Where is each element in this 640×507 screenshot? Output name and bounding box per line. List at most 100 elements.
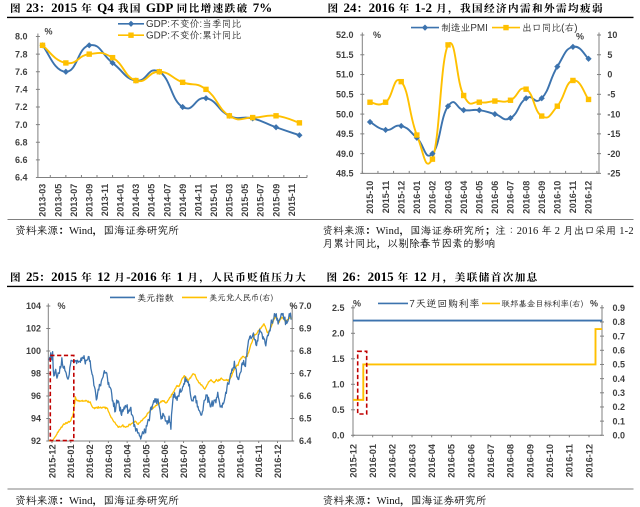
svg-text:GDP:不变价:累计同比: GDP:不变价:累计同比 (146, 29, 241, 41)
svg-text:2013-09: 2013-09 (84, 184, 94, 217)
svg-text:2016-05: 2016-05 (474, 181, 484, 214)
svg-text:2016-06: 2016-06 (466, 444, 476, 478)
svg-text:2.5: 2.5 (332, 303, 345, 313)
svg-text:-20: -20 (607, 149, 620, 159)
svg-text:7.2: 7.2 (15, 102, 28, 112)
svg-text:美元指数: 美元指数 (137, 292, 175, 304)
svg-text:2016-02: 2016-02 (85, 444, 95, 478)
svg-text:6.8: 6.8 (15, 137, 28, 147)
svg-text:2016-11: 2016-11 (254, 444, 264, 477)
svg-text:GDP:不变价:当季同比: GDP:不变价:当季同比 (146, 18, 241, 30)
svg-text:%: % (373, 30, 381, 40)
svg-text:6.4: 6.4 (15, 173, 28, 183)
svg-text:2016-03: 2016-03 (407, 444, 417, 478)
svg-text:50.0: 50.0 (336, 109, 354, 119)
svg-text:7.6: 7.6 (15, 67, 28, 77)
svg-text:2015-12: 2015-12 (47, 444, 57, 478)
svg-text:51.0: 51.0 (336, 70, 354, 80)
svg-text:2016-12: 2016-12 (584, 444, 594, 478)
svg-text:8.0: 8.0 (15, 32, 28, 42)
svg-text:%: % (289, 301, 297, 311)
svg-text:-15: -15 (607, 129, 620, 139)
svg-text:2016-03: 2016-03 (443, 181, 453, 214)
svg-text:-10: -10 (607, 109, 620, 119)
svg-text:2015-03: 2015-03 (225, 184, 235, 217)
svg-text:0.5: 0.5 (613, 360, 626, 370)
svg-text:2015-10: 2015-10 (365, 181, 375, 214)
svg-text:%: % (57, 301, 65, 311)
svg-text:100: 100 (26, 346, 41, 356)
svg-text:6.5: 6.5 (299, 414, 312, 424)
svg-text:2014-03: 2014-03 (131, 184, 141, 217)
svg-text:2016-09: 2016-09 (537, 181, 547, 214)
svg-text:0.2: 0.2 (613, 402, 626, 412)
svg-text:48.5: 48.5 (336, 169, 354, 179)
svg-text:102: 102 (26, 324, 41, 334)
svg-text:6.6: 6.6 (15, 155, 28, 165)
svg-text:2016-04: 2016-04 (459, 181, 469, 214)
svg-text:资料来源：Wind，国海证券研究所: 资料来源：Wind，国海证券研究所 (323, 493, 487, 507)
svg-text:6.4: 6.4 (299, 436, 312, 446)
svg-text:2015-12: 2015-12 (396, 181, 406, 214)
svg-text:0.0: 0.0 (613, 431, 626, 441)
svg-text:2016-08: 2016-08 (506, 444, 516, 478)
svg-text:2015-09: 2015-09 (271, 184, 281, 217)
svg-text:6.6: 6.6 (299, 391, 312, 401)
svg-text:6.7: 6.7 (299, 369, 312, 379)
svg-text:2016-09: 2016-09 (217, 444, 227, 478)
svg-text:5: 5 (607, 50, 612, 60)
svg-text:2016-07: 2016-07 (179, 444, 189, 478)
svg-text:2.0: 2.0 (332, 329, 345, 339)
svg-text:2016-10: 2016-10 (235, 444, 245, 478)
svg-text:图 26：2015 年 12 月，美联储首次加息: 图 26：2015 年 12 月，美联储首次加息 (327, 269, 539, 285)
svg-text:2015-07: 2015-07 (256, 184, 266, 217)
svg-text:2016-12: 2016-12 (273, 444, 283, 478)
svg-text:92: 92 (31, 436, 41, 446)
svg-text:2014-05: 2014-05 (147, 184, 157, 217)
svg-text:2016-04: 2016-04 (123, 444, 133, 479)
svg-text:-25: -25 (607, 169, 620, 179)
svg-text:2016-01: 2016-01 (368, 444, 378, 478)
svg-text:2016-08: 2016-08 (521, 181, 531, 214)
svg-text:6.9: 6.9 (299, 324, 312, 334)
svg-text:资料来源：Wind，国海证券研究所: 资料来源：Wind，国海证券研究所 (15, 493, 179, 507)
svg-text:2015-05: 2015-05 (240, 184, 250, 217)
svg-text:7.0: 7.0 (299, 301, 312, 311)
svg-text:美元兑人民币(右): 美元兑人民币(右) (209, 293, 274, 304)
svg-text:2016-03: 2016-03 (104, 444, 114, 478)
svg-text:2014-01: 2014-01 (116, 184, 126, 217)
svg-text:104: 104 (26, 301, 41, 311)
svg-text:月累计同比，以剔除春节因素的影响: 月累计同比，以剔除春节因素的影响 (323, 236, 496, 251)
svg-text:0.5: 0.5 (332, 405, 345, 415)
svg-text:0.7: 0.7 (613, 331, 626, 341)
svg-text:52.0: 52.0 (336, 30, 354, 40)
svg-text:2016-02: 2016-02 (388, 444, 398, 478)
svg-text:2016-05: 2016-05 (447, 444, 457, 478)
svg-text:%: % (44, 27, 52, 37)
svg-text:2016-07: 2016-07 (486, 444, 496, 478)
svg-text:2016-01: 2016-01 (412, 181, 422, 214)
svg-text:2013-11: 2013-11 (100, 184, 110, 217)
svg-text:2016-06: 2016-06 (490, 181, 500, 214)
svg-text:2016-10: 2016-10 (545, 444, 555, 478)
svg-text:2016-08: 2016-08 (198, 444, 208, 478)
svg-text:2015-11: 2015-11 (381, 181, 391, 214)
svg-text:图 24：2016 年 1-2 月，我国经济内需和外需均疲弱: 图 24：2016 年 1-2 月，我国经济内需和外需均疲弱 (328, 0, 604, 16)
svg-text:图 23：2015 年 Q4 我国 GDP 同比增速跌破 7: 图 23：2015 年 Q4 我国 GDP 同比增速跌破 7% (10, 0, 272, 16)
svg-text:%: % (590, 299, 598, 309)
svg-text:0.4: 0.4 (613, 374, 626, 384)
svg-text:2016-05: 2016-05 (141, 444, 151, 478)
svg-text:2016-09: 2016-09 (525, 444, 535, 478)
svg-text:2016-07: 2016-07 (506, 181, 516, 214)
svg-text:2015-12: 2015-12 (348, 444, 358, 478)
svg-text:2016-10: 2016-10 (553, 181, 563, 214)
svg-text:7.0: 7.0 (15, 120, 28, 130)
svg-text:1.0: 1.0 (332, 380, 345, 390)
svg-text:出口同比(右): 出口同比(右) (522, 23, 578, 34)
svg-text:96: 96 (31, 391, 41, 401)
svg-text:7.4: 7.4 (15, 85, 28, 95)
svg-text:0.1: 0.1 (613, 416, 626, 426)
svg-text:%: % (576, 32, 584, 42)
svg-text:2015-01: 2015-01 (209, 184, 219, 217)
svg-text:2013-07: 2013-07 (69, 184, 79, 217)
